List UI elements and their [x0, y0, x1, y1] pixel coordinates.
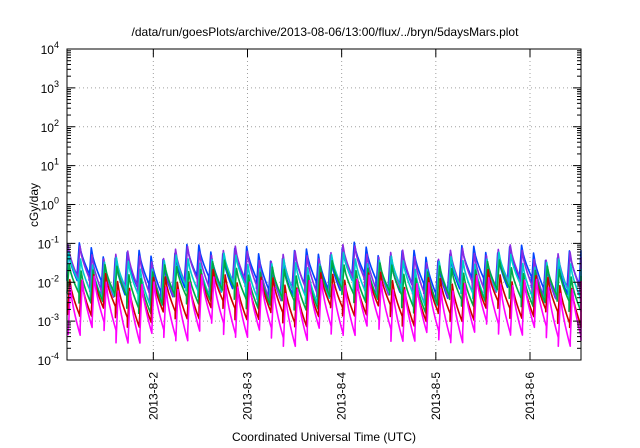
x-tick-label: 2013-8-5 [429, 372, 443, 420]
x-tick-label: 2013-8-4 [335, 372, 349, 420]
y-tick-label: 10-3 [38, 312, 59, 329]
x-tick-label: 2013-8-2 [146, 372, 160, 420]
tick-layer [67, 48, 581, 361]
y-axis-title: cGy/day [27, 183, 41, 227]
series-line [66, 268, 582, 329]
chart-title: /data/run/goesPlots/archive/2013-08-06/1… [132, 25, 520, 39]
x-tick-label: 2013-8-3 [240, 372, 254, 420]
y-tick-label: 10-1 [38, 234, 59, 251]
x-axis-title: Coordinated Universal Time (UTC) [232, 430, 416, 444]
series-layer [66, 241, 582, 348]
x-tick-labels: 2013-8-2 2013-8-3 2013-8-4 2013-8-5 2013-8-6 [146, 372, 537, 420]
y-tick-label: 10-2 [38, 273, 59, 290]
grid-layer [67, 49, 581, 360]
y-tick-label: 101 [41, 157, 59, 174]
y-tick-labels: 10-4 10-3 10-2 10-1 100 101 102 103 104 [38, 40, 59, 368]
x-tick-label: 2013-8-6 [523, 372, 537, 420]
y-tick-label: 10-4 [38, 351, 59, 368]
y-tick-label: 104 [41, 40, 59, 57]
y-tick-label: 102 [41, 118, 59, 135]
series-line [67, 274, 582, 348]
y-tick-label: 103 [41, 79, 59, 96]
y-tick-label: 100 [41, 196, 59, 213]
